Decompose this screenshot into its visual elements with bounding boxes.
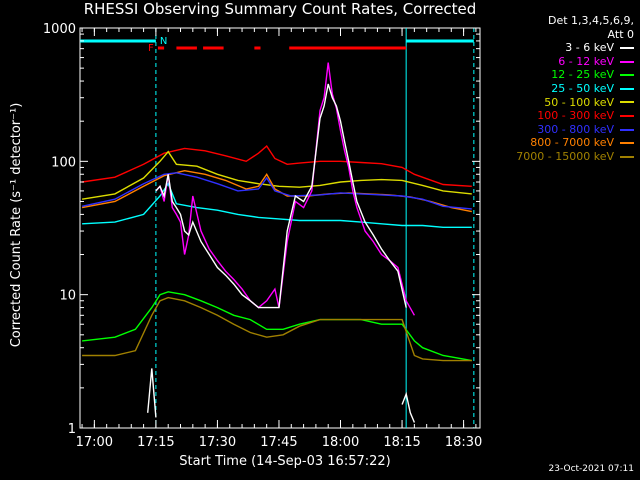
legend-entry-8: 7000 - 15000 keV <box>516 150 634 164</box>
x-tick-label-5: 18:15 <box>383 435 420 450</box>
legend-label-4: 50 - 100 keV <box>544 95 614 109</box>
legend-swatch-8 <box>620 155 634 158</box>
legend-swatch-2 <box>620 74 634 77</box>
x-tick-label-1: 17:15 <box>137 435 174 450</box>
plot-frame <box>79 27 481 429</box>
x-tick-label-3: 17:45 <box>260 435 297 450</box>
plot-border <box>79 27 481 429</box>
x-tick-label-0: 17:00 <box>76 435 113 450</box>
legend-swatch-0 <box>620 46 634 49</box>
flag-bars: FN <box>80 28 475 428</box>
legend-swatch-1 <box>620 60 634 63</box>
legend: Det 1,3,4,5,6,9, Att 0 3 - 6 keV 6 - 12 k… <box>516 14 634 164</box>
y-axis: 1 10 100 1000 <box>43 22 480 437</box>
legend-label-5: 100 - 300 keV <box>537 109 614 123</box>
legend-entry-3: 25 - 50 keV <box>516 82 634 96</box>
x-axis-title: Start Time (14-Sep-03 16:57:22) <box>179 454 391 469</box>
chart-title: RHESSI Observing Summary Count Rates, Co… <box>83 0 477 18</box>
legend-entry-6: 300 - 800 keV <box>516 123 634 137</box>
legend-label-6: 300 - 800 keV <box>537 122 614 136</box>
series-line-8 <box>82 296 472 362</box>
night-flag-label: N <box>160 36 167 47</box>
legend-swatch-6 <box>620 128 634 131</box>
legend-swatch-7 <box>620 142 634 145</box>
y-tick-label-2: 100 <box>51 155 76 170</box>
series-line-10 <box>401 391 416 423</box>
x-axis: 17:00 17:15 17:30 17:45 18:00 18:15 18:30 <box>76 28 482 450</box>
legend-swatch-3 <box>620 87 634 90</box>
x-tick-label-6: 18:30 <box>445 435 482 450</box>
legend-label-8: 7000 - 15000 keV <box>516 149 614 163</box>
y-axis-title: Corrected Count Rate (s⁻¹ detector⁻¹) <box>9 103 24 348</box>
legend-swatch-5 <box>620 114 634 117</box>
series-line-5 <box>155 62 416 316</box>
legend-entry-4: 50 - 100 keV <box>516 96 634 110</box>
y-tick-label-1: 10 <box>59 289 76 304</box>
timestamp: 23-Oct-2021 07:11 <box>548 464 634 474</box>
legend-header-2: Att 0 <box>607 27 634 41</box>
legend-entry-2: 12 - 25 keV <box>516 68 634 82</box>
legend-label-2: 12 - 25 keV <box>551 68 614 82</box>
series-lines <box>81 62 472 423</box>
series-line-9 <box>147 368 157 418</box>
legend-entry-5: 100 - 300 keV <box>516 109 634 123</box>
x-tick-label-4: 18:00 <box>322 435 359 450</box>
series-line-3 <box>81 172 472 210</box>
legend-header-1: Det 1,3,4,5,6,9, <box>547 14 634 27</box>
flare-flag-label: F <box>148 43 154 54</box>
series-line-0 <box>81 145 472 187</box>
y-tick-label-0: 1 <box>68 422 76 437</box>
legend-entry-7: 800 - 7000 keV <box>516 136 634 150</box>
legend-entry-0: 3 - 6 keV <box>516 41 634 55</box>
legend-swatch-4 <box>620 101 634 104</box>
legend-entries: 3 - 6 keV 6 - 12 keV 12 - 25 keV 25 - 50 ke… <box>516 41 634 163</box>
x-tick-label-2: 17:30 <box>199 435 236 450</box>
series-line-1 <box>81 150 472 200</box>
legend-label-3: 25 - 50 keV <box>551 81 614 95</box>
y-tick-label-3: 1000 <box>43 22 76 37</box>
y-axis-title-text: Corrected Count Rate (s⁻¹ detector⁻¹) <box>9 103 24 348</box>
legend-label-7: 800 - 7000 keV <box>530 136 614 150</box>
series-line-6 <box>155 83 407 309</box>
legend-entry-1: 6 - 12 keV <box>516 55 634 69</box>
legend-label-1: 6 - 12 keV <box>558 54 614 68</box>
legend-label-0: 3 - 6 keV <box>565 41 614 55</box>
